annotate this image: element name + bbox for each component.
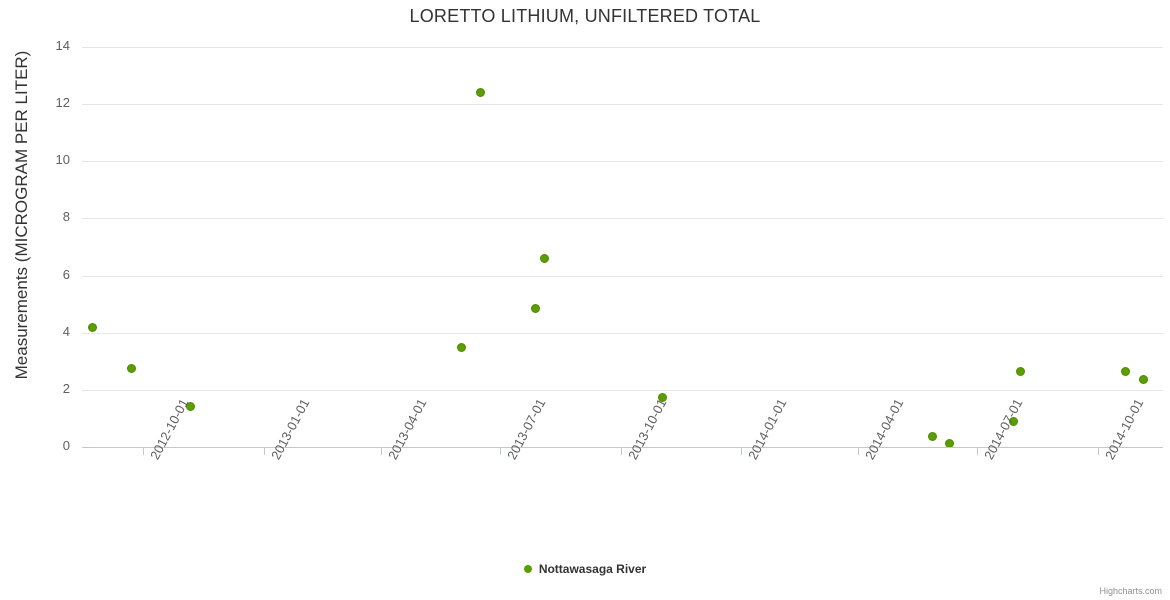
- y-gridline: [82, 333, 1163, 334]
- plot-area: [82, 47, 1163, 448]
- data-point[interactable]: [540, 253, 550, 263]
- data-point[interactable]: [1016, 366, 1026, 376]
- y-tick-label: 12: [55, 95, 70, 110]
- x-axis-line: [82, 447, 1163, 448]
- legend-marker-icon: [523, 565, 532, 573]
- x-tick-mark: [500, 448, 501, 455]
- y-tick-label: 2: [62, 381, 70, 396]
- data-point[interactable]: [1009, 416, 1019, 426]
- y-tick-label: 8: [62, 209, 70, 224]
- y-gridline: [82, 218, 1163, 219]
- y-gridline: [82, 276, 1163, 277]
- x-tick-mark: [264, 448, 265, 455]
- data-point[interactable]: [928, 432, 938, 442]
- x-tick-mark: [858, 448, 859, 455]
- y-tick-label: 0: [62, 438, 70, 453]
- y-tick-label: 6: [62, 267, 70, 282]
- y-gridline: [82, 47, 1163, 48]
- data-point[interactable]: [1120, 366, 1130, 376]
- legend-item-nottawasaga-river[interactable]: Nottawasaga River: [523, 562, 647, 576]
- data-point[interactable]: [476, 88, 486, 98]
- x-tick-mark: [977, 448, 978, 455]
- x-tick-mark: [741, 448, 742, 455]
- x-tick-mark: [1098, 448, 1099, 455]
- data-point[interactable]: [1138, 374, 1148, 384]
- chart-title: LORETTO LITHIUM, UNFILTERED TOTAL: [409, 6, 761, 26]
- x-tick-mark: [143, 448, 144, 455]
- data-point[interactable]: [127, 363, 137, 373]
- y-tick-label: 4: [62, 324, 70, 339]
- legend-item-label: Nottawasaga River: [538, 562, 647, 576]
- data-point[interactable]: [87, 322, 97, 332]
- data-point[interactable]: [456, 342, 466, 352]
- y-tick-label: 10: [55, 152, 70, 167]
- y-gridline: [82, 390, 1163, 391]
- y-gridline: [82, 161, 1163, 162]
- data-point[interactable]: [531, 303, 541, 313]
- data-point[interactable]: [185, 401, 195, 411]
- x-tick-mark: [381, 448, 382, 455]
- data-point[interactable]: [657, 393, 667, 403]
- y-tick-label: 14: [55, 38, 70, 53]
- y-gridline: [82, 104, 1163, 105]
- x-tick-mark: [621, 448, 622, 455]
- highcharts-credits[interactable]: Highcharts.com: [1099, 586, 1162, 596]
- chart-legend: Nottawasaga River: [0, 562, 1170, 576]
